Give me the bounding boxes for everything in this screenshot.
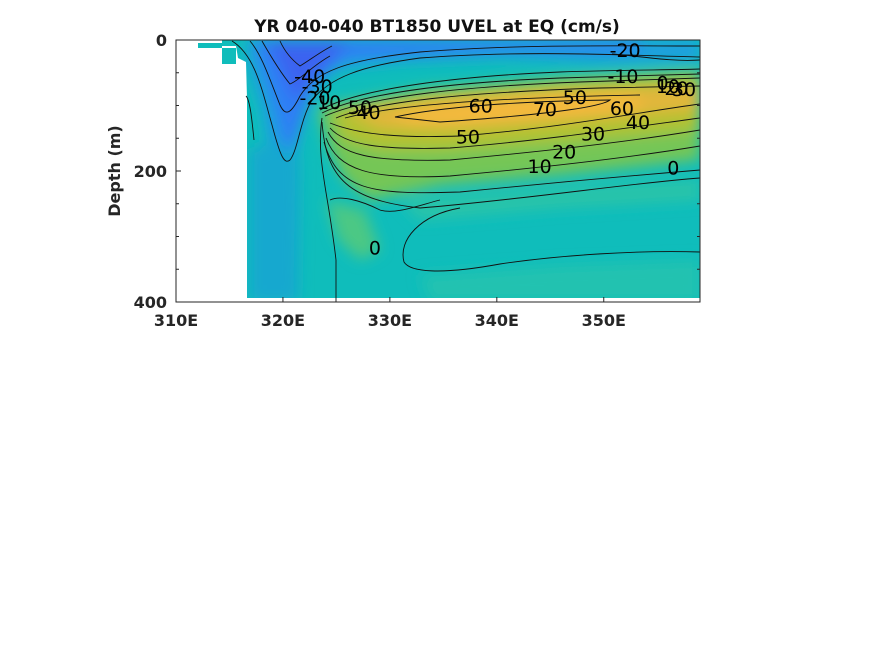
contour-label: 0: [657, 73, 669, 95]
contour-label: 50: [456, 126, 480, 148]
x-tick-label: 340E: [475, 311, 519, 330]
contour-label: 10: [527, 156, 551, 178]
y-axis-label: Depth (m): [105, 125, 124, 217]
x-axis: 310E 320E 330E 340E 350E: [154, 297, 626, 330]
contour-label: 0: [667, 158, 679, 180]
contour-label: -20: [299, 88, 330, 110]
contour-lines: [231, 40, 700, 302]
x-tick-label: 320E: [261, 311, 305, 330]
contour-label: -10: [310, 92, 341, 114]
y-tick-label: 200: [134, 162, 167, 181]
y-tick-label: 0: [156, 31, 167, 50]
contour-label: -40: [294, 66, 325, 88]
velocity-field: [176, 40, 700, 302]
contour-label: 70: [533, 99, 557, 121]
contour-label: 20: [664, 78, 688, 100]
contour-label: -10: [607, 66, 638, 88]
land-mask: [176, 40, 247, 302]
contour-label: 30: [672, 79, 696, 101]
contour-label: -20: [610, 40, 641, 62]
coastal-cell: [198, 43, 222, 48]
contour-label: 40: [626, 112, 650, 134]
contour-label: 20: [552, 141, 576, 163]
x-tick-label: 350E: [582, 311, 626, 330]
chart-title: YR 040-040 BT1850 UVEL at EQ (cm/s): [253, 17, 620, 37]
x-tick-label: 310E: [154, 311, 198, 330]
x-tick-label: 330E: [368, 311, 412, 330]
contour-label: 40: [356, 102, 380, 124]
contour-label: 30: [581, 124, 605, 146]
contour-label: 60: [610, 98, 634, 120]
y-axis: 0 200 400: [134, 31, 181, 312]
contour-label: 0: [369, 238, 381, 260]
contour-label: 50: [348, 97, 372, 119]
contour-label: 60: [469, 96, 493, 118]
contour-label: -30: [302, 76, 333, 98]
y-tick-label: 400: [134, 293, 167, 312]
coastal-cell: [222, 48, 236, 64]
contour-label: 50: [563, 87, 587, 109]
contour-label: 10: [656, 76, 680, 98]
